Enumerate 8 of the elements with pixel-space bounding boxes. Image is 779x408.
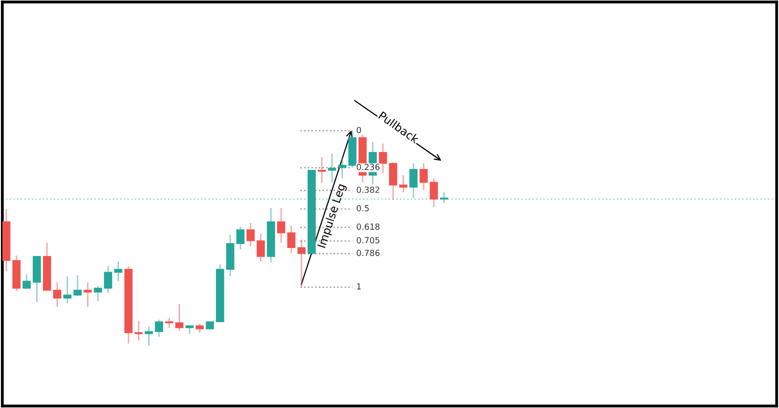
annotation: 1 [357,283,361,290]
annotation: 0.5 [356,205,369,212]
annotation: 0 [356,126,361,134]
annotation: 0.705 [356,237,380,244]
annotation: 0.236 [356,164,380,170]
annotation: 0.382 [356,186,380,193]
annotation: 0.786 [356,250,380,256]
annotation: 0.618 [356,224,380,230]
